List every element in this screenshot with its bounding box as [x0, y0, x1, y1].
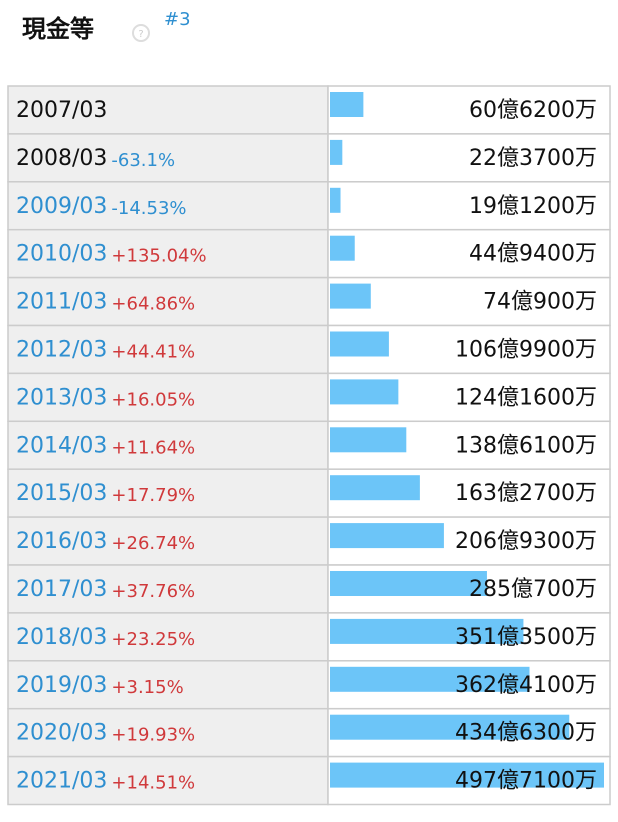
period[interactable]: 2010/03: [16, 242, 107, 267]
period[interactable]: 2015/03: [16, 481, 107, 506]
change: +14.51%: [111, 773, 195, 794]
value-cell: [327, 228, 611, 279]
value-label: 362億4100万: [455, 673, 597, 698]
bar: [330, 283, 371, 309]
change: +135.04%: [111, 246, 206, 267]
period[interactable]: 2021/03: [16, 769, 107, 794]
period[interactable]: 2020/03: [16, 721, 107, 746]
value-label: 106億9900万: [455, 337, 597, 362]
value-cell: [327, 133, 611, 183]
value-label: 434億6300万: [455, 721, 597, 746]
label-cell: [7, 324, 329, 375]
period[interactable]: 2011/03: [16, 290, 107, 315]
label-cell: [7, 468, 329, 518]
period[interactable]: 2009/03: [16, 194, 107, 219]
value-label: 163億2700万: [455, 481, 597, 506]
value-label: 351億3500万: [455, 625, 597, 650]
change: +23.25%: [111, 629, 195, 650]
period[interactable]: 2018/03: [16, 625, 107, 650]
period[interactable]: 2017/03: [16, 577, 107, 602]
value-label: 285億700万: [469, 577, 597, 602]
bar: [330, 714, 570, 740]
bar: [330, 666, 530, 692]
bar: [330, 618, 524, 644]
change: +3.15%: [111, 677, 183, 698]
label-cell: [7, 228, 329, 279]
bar: [330, 92, 364, 117]
tag-link[interactable]: #3: [164, 9, 191, 30]
label-cell: [7, 276, 329, 327]
bar: [330, 187, 341, 213]
value-cell: [327, 85, 611, 135]
help-icon[interactable]: [132, 24, 150, 42]
value-label: 138億6100万: [455, 433, 597, 458]
bar: [330, 571, 487, 596]
change: -14.53%: [111, 198, 186, 219]
change: +19.93%: [111, 725, 195, 746]
help-mark: ?: [138, 29, 143, 40]
bar: [330, 379, 399, 405]
bar: [330, 235, 355, 261]
label-cell: [7, 420, 329, 470]
period[interactable]: 2016/03: [16, 529, 107, 554]
bar: [330, 475, 420, 501]
label-cell: [7, 755, 329, 806]
value-label: 74億900万: [483, 290, 597, 315]
bar: [330, 331, 389, 357]
value-label: 124億1600万: [455, 385, 597, 410]
value-label: 19億1200万: [469, 194, 597, 219]
period: 2008/03: [16, 146, 107, 171]
value-label: 497億7100万: [455, 769, 597, 794]
label-cell: [7, 564, 329, 614]
change: -63.1%: [111, 150, 175, 171]
change: +17.79%: [111, 485, 195, 506]
change: +26.74%: [111, 533, 195, 554]
bar: [330, 523, 444, 549]
change: +44.41%: [111, 341, 195, 362]
bar: [330, 427, 407, 453]
title: 現金等: [22, 15, 94, 43]
period[interactable]: 2014/03: [16, 433, 107, 458]
value-label: 22億3700万: [469, 146, 597, 171]
value-label: 60億6200万: [469, 98, 597, 123]
period[interactable]: 2013/03: [16, 385, 107, 410]
value-label: 206億9300万: [455, 529, 597, 554]
value-label: 44億9400万: [469, 242, 597, 267]
value-cell: [327, 181, 611, 231]
period[interactable]: 2019/03: [16, 673, 107, 698]
bar: [330, 139, 343, 165]
label-cell: [7, 612, 329, 662]
bar: [330, 762, 604, 788]
change: +64.86%: [111, 294, 195, 315]
change: +16.05%: [111, 389, 195, 410]
change: +11.64%: [111, 437, 195, 458]
change: +37.76%: [111, 581, 195, 602]
table: 2007/03 60億6200万 2008/03 -63.1% 22億3700万 2009…: [7, 85, 611, 806]
period[interactable]: 2012/03: [16, 337, 107, 362]
period: 2007/03: [16, 98, 107, 123]
